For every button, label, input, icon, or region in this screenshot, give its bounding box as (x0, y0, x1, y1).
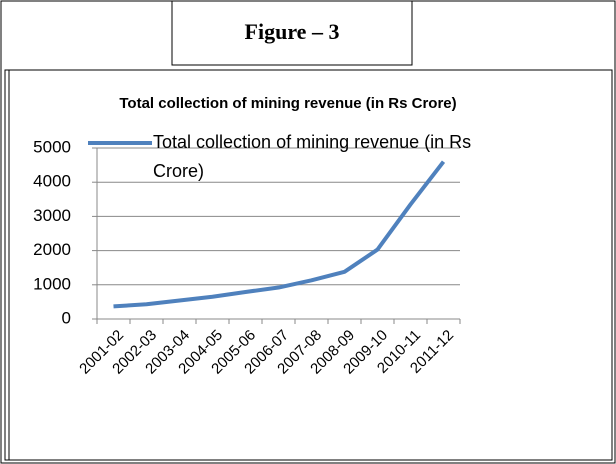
y-tick-label: 1000 (33, 274, 71, 293)
legend-label: Total collection of mining revenue (in R… (153, 132, 472, 181)
chart-frame (4, 69, 613, 461)
legend: Total collection of mining revenue (in R… (153, 132, 472, 181)
y-tick-label: 5000 (33, 137, 71, 156)
figure-label: Figure – 3 (245, 19, 340, 44)
y-tick-label: 2000 (33, 240, 71, 259)
figure-box (171, 0, 413, 66)
y-tick-label: 4000 (33, 172, 71, 191)
y-tick-label: 0 (62, 308, 71, 327)
chart-title: Total collection of mining revenue (in R… (119, 95, 456, 112)
y-tick-label: 3000 (33, 206, 71, 225)
line (113, 160, 446, 309)
